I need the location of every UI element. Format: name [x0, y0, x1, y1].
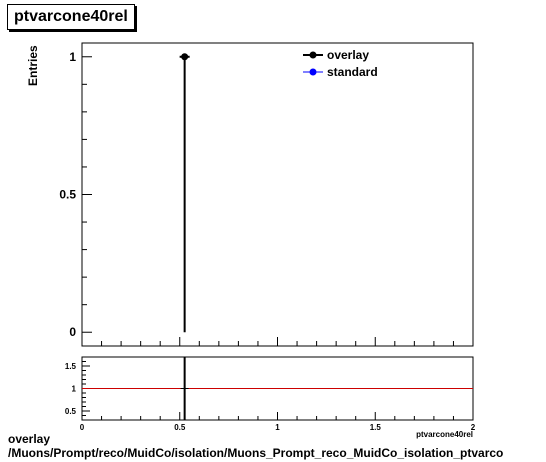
x-axis-label: ptvarcone40rel [416, 430, 473, 439]
ratio-y-tick-label: 1.5 [65, 362, 77, 371]
ratio-y-tick-label: 1 [72, 385, 77, 394]
main-plot-frame [81, 42, 474, 347]
main-y-tick-label: 0 [69, 325, 76, 339]
ratio-x-tick-label: 1.5 [370, 423, 382, 432]
legend-entry-overlay-label: overlay [327, 48, 369, 62]
ratio-x-tick-label: 2 [471, 423, 476, 432]
legend-entry-standard-marker [309, 68, 317, 76]
legend-entry-overlay-marker [309, 51, 317, 59]
ratio-x-tick-label: 0 [80, 423, 85, 432]
caption-line-2: /Muons/Prompt/reco/MuidCo/isolation/Muon… [8, 446, 504, 460]
main-y-axis-label: Entries [26, 45, 40, 86]
ratio-x-tick-label: 0.5 [174, 423, 186, 432]
histogram-title: ptvarcone40rel [7, 4, 135, 30]
ratio-x-tick-label: 1 [275, 423, 280, 432]
main-y-tick-label: 0.5 [59, 188, 76, 202]
ratio-y-tick-label: 0.5 [65, 407, 77, 416]
legend-entry-standard-label: standard [327, 65, 378, 79]
overlay-marker [181, 53, 189, 61]
main-y-tick-label: 1 [69, 50, 76, 64]
caption-line-1: overlay [8, 432, 51, 446]
